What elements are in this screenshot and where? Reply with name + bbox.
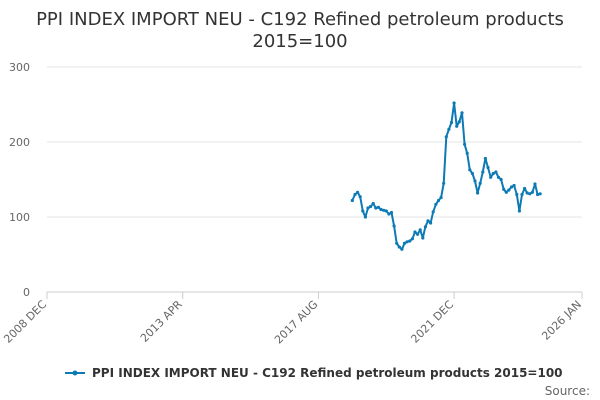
data-point-2023-10	[509, 185, 514, 189]
data-point-2019-03	[366, 206, 370, 210]
legend-label: PPI INDEX IMPORT NEU - C192 Refined petr…	[92, 366, 563, 380]
data-point-2024-06	[530, 190, 535, 194]
data-point-2023-08	[504, 190, 508, 194]
data-point-2021-08	[442, 181, 446, 185]
y-axis: 0 100 200 300	[9, 61, 30, 299]
data-point-2022-07	[470, 171, 474, 176]
data-point-2022-12	[483, 156, 487, 161]
data-point-2023-02	[489, 175, 493, 179]
data-point-2018-11	[356, 190, 360, 194]
data-point-2018-10	[353, 192, 357, 197]
data-point-2023-05	[496, 175, 501, 179]
data-point-2024-03	[523, 186, 527, 191]
data-point-2022-09	[476, 191, 480, 195]
data-point-2020-12	[421, 236, 425, 240]
data-point-2019-07	[376, 205, 380, 209]
data-point-2018-09	[350, 198, 354, 203]
data-point-2020-01	[392, 224, 396, 228]
data-point-2019-05	[371, 201, 375, 206]
data-point-2019-01	[361, 209, 365, 213]
y-tick-label-0: 0	[23, 286, 30, 299]
data-point-2022-05	[465, 151, 469, 155]
plot-area	[350, 101, 542, 251]
data-point-2020-08	[410, 237, 414, 241]
source-label[interactable]: Source:	[545, 384, 590, 398]
data-point-2021-06	[436, 198, 441, 203]
x-tick-label-2017-08: 2017 AUG	[272, 298, 321, 347]
x-tick-label-2008-12: 2008 DEC	[1, 298, 49, 346]
data-point-2022-01	[455, 124, 459, 128]
data-point-2023-09	[507, 188, 511, 192]
data-point-2023-03	[491, 171, 495, 176]
data-point-2024-08	[536, 192, 540, 197]
data-point-2022-04	[463, 142, 467, 146]
data-point-2023-12	[515, 192, 519, 197]
data-point-2020-02	[395, 241, 399, 245]
data-point-2020-04	[400, 247, 404, 251]
data-point-2021-10	[447, 127, 451, 131]
data-point-2019-10	[384, 209, 388, 213]
legend[interactable]: PPI INDEX IMPORT NEU - C192 Refined petr…	[65, 366, 563, 380]
data-point-2019-12	[389, 210, 394, 215]
series-line-0	[351, 102, 541, 251]
data-point-2022-10	[478, 181, 482, 185]
data-point-2020-03	[397, 245, 401, 249]
data-point-2019-11	[387, 212, 391, 216]
data-point-2021-01	[423, 225, 427, 229]
data-point-2021-04	[431, 210, 435, 214]
data-point-2020-09	[413, 230, 417, 234]
x-tick-label-2013-04: 2013 APR	[138, 298, 185, 345]
legend-marker	[72, 370, 78, 376]
data-point-2023-01	[486, 165, 490, 170]
data-point-2020-05	[402, 241, 407, 245]
y-tick-label-200: 200	[9, 136, 30, 149]
data-point-2023-04	[494, 170, 498, 174]
data-point-2024-07	[533, 182, 537, 186]
data-point-2022-03	[460, 111, 464, 115]
data-point-2023-11	[512, 183, 516, 188]
data-point-2024-09	[538, 192, 542, 196]
data-point-2023-06	[499, 177, 503, 182]
data-point-2019-02	[363, 215, 367, 219]
data-point-2021-11	[449, 120, 454, 125]
data-point-2020-11	[418, 228, 422, 232]
data-point-2022-08	[473, 179, 477, 183]
data-point-2021-12	[452, 101, 456, 105]
x-tick-label-2026-01: 2026 JAN	[539, 298, 584, 343]
data-point-2023-07	[502, 187, 506, 191]
y-tick-label-300: 300	[9, 61, 30, 74]
chart-title-line-1: PPI INDEX IMPORT NEU - C192 Refined petr…	[36, 9, 564, 30]
data-point-2019-04	[369, 204, 373, 209]
grid-lines	[47, 66, 582, 218]
chart-title-line-2: 2015=100	[252, 31, 347, 52]
data-point-2020-07	[408, 239, 412, 243]
data-point-2022-02	[457, 120, 461, 124]
data-point-2019-06	[374, 206, 378, 210]
data-point-2024-01	[517, 209, 522, 213]
data-point-2019-09	[382, 208, 386, 212]
x-tick-label-2021-12: 2021 DEC	[408, 298, 456, 346]
data-point-2024-05	[528, 192, 532, 196]
x-axis: 2008 DEC 2013 APR 2017 AUG 2021 DEC 2026 JAN	[1, 291, 584, 347]
data-point-2020-10	[416, 232, 420, 236]
data-point-2018-12	[358, 195, 362, 199]
data-point-2022-06	[468, 168, 472, 172]
data-point-2021-05	[434, 202, 438, 206]
data-point-2019-08	[379, 207, 383, 212]
data-point-2020-06	[405, 240, 409, 244]
data-point-2022-11	[481, 170, 485, 174]
data-point-2024-04	[525, 191, 529, 195]
y-tick-label-100: 100	[9, 211, 30, 224]
data-point-2021-02	[426, 219, 430, 223]
data-point-2021-07	[439, 195, 443, 200]
data-point-2021-03	[429, 221, 433, 225]
data-point-2024-02	[520, 192, 524, 197]
data-point-2021-09	[444, 135, 448, 139]
